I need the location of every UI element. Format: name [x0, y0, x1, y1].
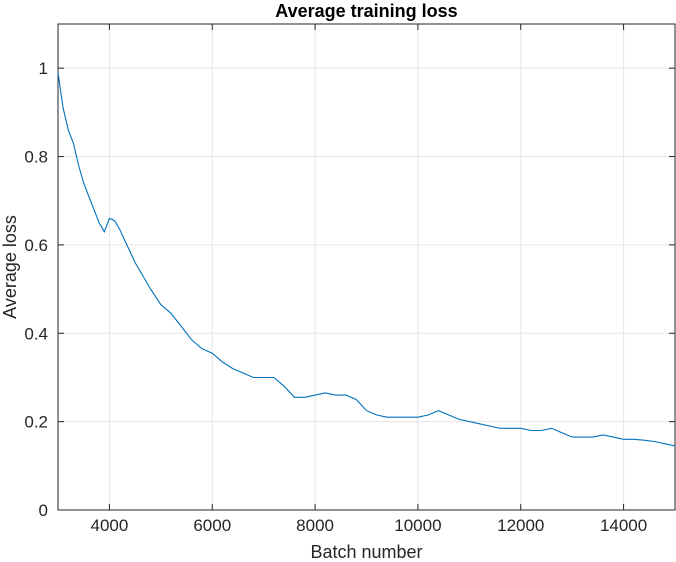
plot-area-border [57, 23, 676, 511]
y-axis-label: Average loss [0, 215, 20, 319]
chart-title: Average training loss [275, 1, 457, 21]
x-tick-label: 14000 [600, 516, 647, 535]
grid-lines [58, 24, 675, 510]
x-tick-label: 12000 [497, 516, 544, 535]
y-tick-label: 0.6 [24, 236, 48, 255]
y-tick-label: 0.8 [24, 148, 48, 167]
y-tick-label: 0.4 [24, 324, 48, 343]
x-tick-label: 4000 [91, 516, 129, 535]
x-tick-label: 10000 [394, 516, 441, 535]
x-axis-tick-labels: 4000 6000 8000 10000 12000 14000 [91, 516, 648, 535]
y-tick-label: 1 [39, 59, 48, 78]
x-tick-label: 8000 [296, 516, 334, 535]
series-line-average-loss [57, 72, 676, 447]
x-tick-label: 6000 [193, 516, 231, 535]
y-axis-tick-labels: 0 0.2 0.4 0.6 0.8 1 [24, 59, 48, 520]
y-tick-label: 0 [39, 501, 48, 520]
x-axis-label: Batch number [310, 542, 422, 562]
y-tick-label: 0.2 [24, 413, 48, 432]
axis-ticks [58, 24, 675, 511]
